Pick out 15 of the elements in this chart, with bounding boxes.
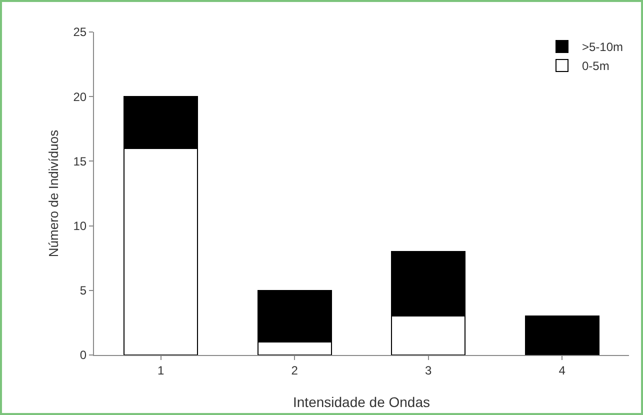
x-tick-label: 3 [425, 363, 432, 378]
x-tick-label: 1 [158, 363, 165, 378]
legend-label: 0-5m [582, 59, 610, 74]
legend-label: >5-10m [582, 40, 624, 54]
bar [524, 316, 600, 355]
y-tick-label: 10 [73, 219, 87, 233]
y-axis-title: Número de Indivíduos [46, 129, 61, 258]
y-tick-label: 15 [73, 154, 87, 168]
y-tick-label: 0 [80, 348, 87, 362]
x-tick-label: 2 [291, 363, 298, 378]
x-axis-title: Intensidade de Ondas [293, 394, 430, 410]
y-tick-label: 25 [73, 25, 87, 40]
y-tick-label: 20 [73, 90, 87, 104]
y-tick-label: 5 [80, 284, 87, 298]
x-tick-label: 4 [558, 363, 566, 378]
